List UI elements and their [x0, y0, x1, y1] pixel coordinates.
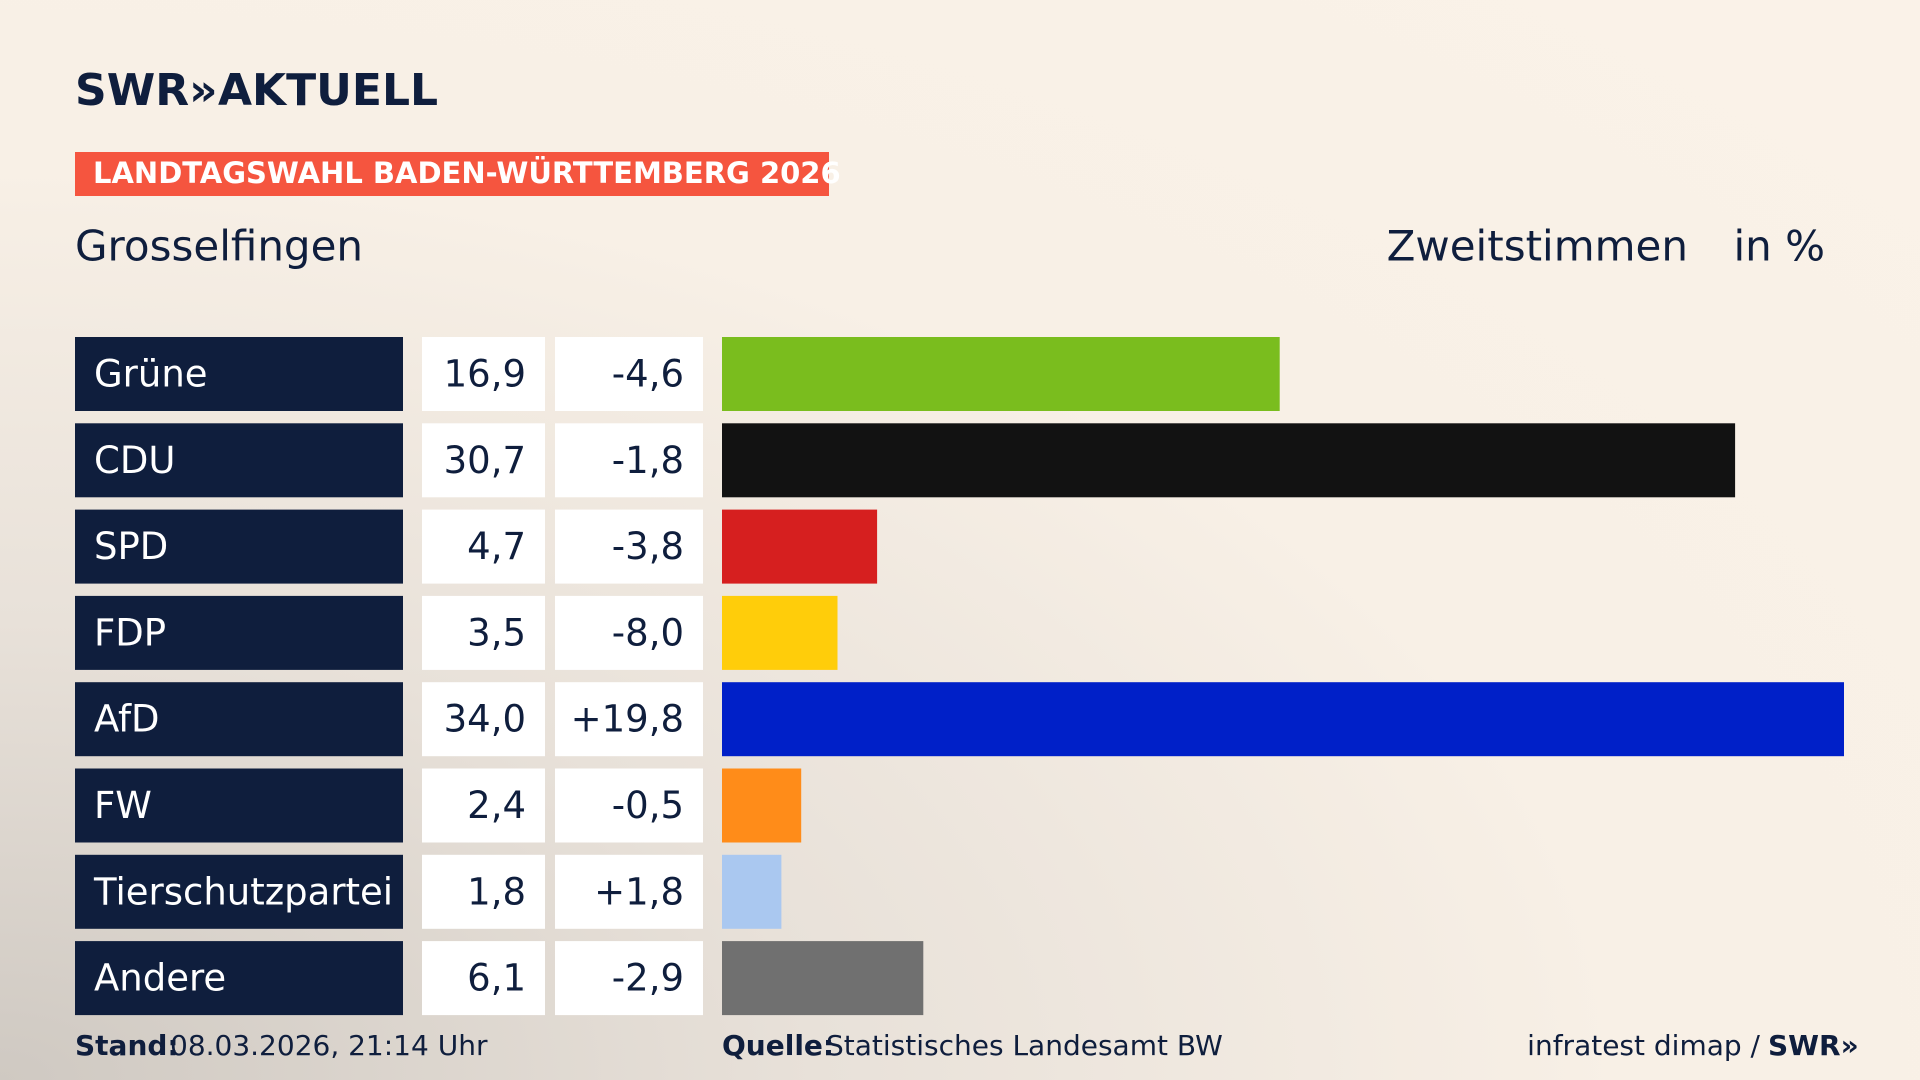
party-box [75, 682, 403, 757]
stand-label: Stand: [75, 1029, 179, 1062]
change-label: +1,8 [594, 870, 684, 913]
change-cell [555, 595, 703, 670]
value-label: 6,1 [467, 957, 526, 1000]
bar [722, 337, 1280, 411]
party-label: CDU [94, 439, 175, 482]
change-label: -2,9 [612, 957, 684, 1000]
brand: AKTUELL [218, 65, 438, 116]
value-label: 16,9 [444, 353, 526, 396]
value-label: 30,7 [444, 439, 526, 482]
credit-logo: SWR» [1768, 1029, 1859, 1062]
change-label: -8,0 [612, 611, 684, 654]
change-cell [555, 854, 703, 929]
bar [722, 595, 838, 670]
value-label: 34,0 [444, 698, 526, 741]
unit: in % [1733, 222, 1825, 271]
party-label: Tierschutzpartei [93, 870, 393, 913]
party-label: FW [94, 784, 152, 827]
change-cell [555, 337, 703, 411]
credit: infratest dimap / [1527, 1029, 1760, 1062]
bar [722, 423, 1736, 498]
value-cell [422, 423, 545, 498]
party-box [75, 595, 403, 670]
bar [722, 854, 782, 929]
logo: SWR» [75, 65, 218, 116]
chart-title: Grosselfingen [75, 222, 363, 271]
party-label: Grüne [94, 353, 208, 396]
value-label: 1,8 [467, 870, 526, 913]
value-cell [422, 595, 545, 670]
value-cell [422, 509, 545, 584]
party-label: SPD [94, 525, 168, 568]
change-label: -4,6 [612, 353, 684, 396]
stand: 08.03.2026, 21:14 Uhr [170, 1029, 488, 1062]
bar [722, 941, 924, 1016]
value-cell [422, 941, 545, 1016]
banner-bg [75, 152, 829, 196]
party-box [75, 509, 403, 584]
change-cell [555, 509, 703, 584]
party-box [75, 337, 403, 411]
bar [722, 509, 878, 584]
change-cell [555, 768, 703, 843]
change-cell [555, 682, 703, 757]
change-label: -3,8 [612, 525, 684, 568]
party-label: FDP [94, 611, 166, 654]
change-label: -1,8 [612, 439, 684, 482]
value-cell [422, 854, 545, 929]
subtitle: Zweitstimmen [1387, 222, 1688, 271]
source-label: Quelle: [722, 1029, 834, 1062]
banner: LANDTAGSWAHL BADEN-WÜRTTEMBERG 2026 [93, 156, 841, 190]
value-cell [422, 337, 545, 411]
value-cell [422, 682, 545, 757]
bar [722, 768, 802, 843]
change-label: -0,5 [612, 784, 684, 827]
value-label: 4,7 [467, 525, 526, 568]
value-cell [422, 768, 545, 843]
party-box [75, 768, 403, 843]
party-label: Andere [94, 957, 226, 1000]
change-cell [555, 941, 703, 1016]
change-label: +19,8 [571, 698, 684, 741]
party-box [75, 941, 403, 1016]
party-label: AfD [94, 698, 160, 741]
source: Statistisches Landesamt BW [826, 1029, 1223, 1062]
value-label: 2,4 [467, 784, 526, 827]
bar [722, 682, 1844, 757]
value-label: 3,5 [467, 611, 526, 654]
party-box [75, 854, 403, 929]
party-box [75, 423, 403, 498]
change-cell [555, 423, 703, 498]
